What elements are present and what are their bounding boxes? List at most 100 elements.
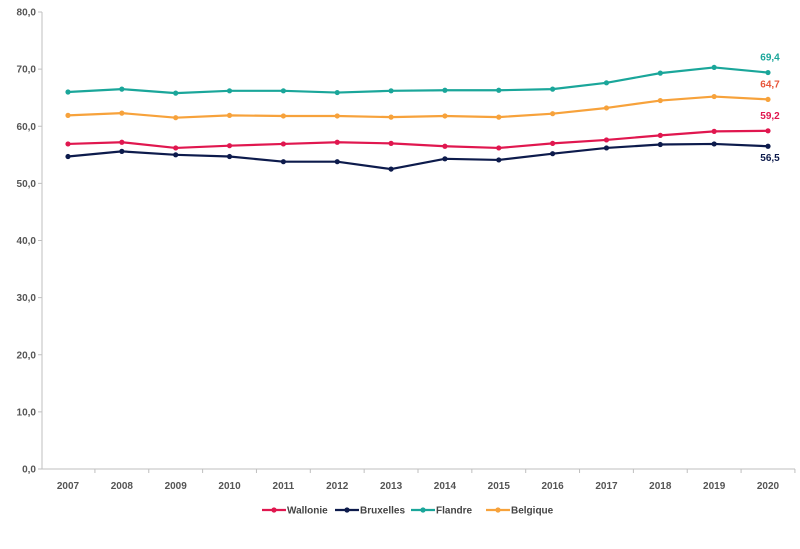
data-point-bruxelles	[496, 157, 502, 163]
y-tick-label: 30,0	[17, 293, 37, 304]
series-line-wallonie	[67, 129, 769, 150]
end-label-flandre: 69,4	[760, 53, 780, 64]
y-tick-label: 50,0	[17, 179, 37, 190]
data-point-bruxelles	[65, 153, 71, 160]
data-point-wallonie	[550, 140, 556, 146]
data-point-wallonie	[765, 128, 771, 134]
data-point-belgique	[280, 113, 286, 119]
data-point-flandre	[765, 69, 771, 76]
x-tick-label: 2014	[434, 481, 457, 492]
data-point-belgique	[388, 114, 394, 120]
x-tick-label: 2013	[380, 481, 403, 492]
data-point-belgique	[334, 113, 340, 119]
data-point-belgique	[65, 112, 71, 118]
x-tick-label: 2017	[595, 481, 618, 492]
data-point-flandre	[388, 88, 394, 94]
x-tick-label: 2020	[757, 481, 780, 492]
data-point-belgique	[442, 113, 448, 119]
legend-label-flandre: Flandre	[436, 506, 473, 517]
data-point-wallonie	[119, 139, 125, 145]
data-point-bruxelles	[711, 141, 717, 147]
x-tick-label: 2016	[541, 481, 564, 492]
x-tick-label: 2008	[111, 481, 134, 492]
data-point-flandre	[280, 88, 286, 94]
data-point-wallonie	[173, 145, 179, 151]
legend-item-bruxelles: Bruxelles	[335, 506, 405, 517]
x-tick-label: 2010	[218, 481, 241, 492]
data-point-wallonie	[65, 141, 71, 147]
end-label-belgique: 64,7	[760, 79, 780, 90]
data-point-belgique	[496, 114, 502, 120]
legend-item-wallonie: Wallonie	[262, 506, 328, 517]
y-tick-label: 20,0	[17, 350, 37, 361]
x-tick-label: 2012	[326, 481, 349, 492]
x-tick-label: 2019	[703, 481, 726, 492]
y-tick-label: 0,0	[22, 465, 36, 476]
x-tick-label: 2011	[273, 481, 295, 492]
data-point-flandre	[442, 87, 448, 93]
data-point-bruxelles	[550, 151, 556, 157]
data-point-flandre	[226, 88, 233, 94]
data-point-flandre	[65, 89, 71, 95]
data-point-belgique	[550, 111, 556, 117]
data-point-flandre	[603, 80, 610, 86]
data-point-wallonie	[442, 143, 448, 149]
legend-marker-bruxelles	[344, 507, 350, 513]
data-point-bruxelles	[226, 153, 233, 160]
legend-item-flandre: Flandre	[411, 506, 473, 517]
series-line-bruxelles	[67, 142, 769, 171]
data-point-belgique	[765, 96, 771, 103]
data-point-wallonie	[496, 145, 502, 151]
legend-label-belgique: Belgique	[511, 506, 554, 517]
data-point-bruxelles	[388, 166, 394, 172]
data-point-bruxelles	[119, 148, 125, 154]
y-tick-label: 80,0	[17, 8, 37, 19]
data-point-bruxelles	[173, 152, 179, 158]
axes: 0,0 10,0 20,0 30,0 40,0 50,0 60,0 70,0 80,0 2007 2…	[17, 8, 796, 492]
series-flandre	[65, 64, 771, 96]
data-point-belgique	[226, 112, 233, 118]
data-point-belgique	[711, 93, 717, 100]
y-tick-label: 60,0	[17, 122, 37, 133]
series-wallonie	[65, 128, 771, 151]
end-label-bruxelles: 56,5	[760, 153, 780, 164]
legend-marker-belgique	[495, 507, 501, 513]
y-tick-label: 10,0	[17, 407, 37, 418]
data-point-bruxelles	[442, 156, 448, 162]
data-point-belgique	[119, 110, 125, 116]
data-point-wallonie	[603, 137, 610, 143]
data-point-bruxelles	[765, 143, 771, 149]
end-labels: 59,2 56,5 69,4 64,7	[760, 53, 780, 165]
data-point-wallonie	[334, 139, 340, 145]
series-bruxelles	[65, 141, 771, 172]
data-point-flandre	[496, 87, 502, 93]
legend-label-bruxelles: Bruxelles	[360, 506, 405, 517]
y-tick-label: 70,0	[17, 65, 37, 76]
data-point-bruxelles	[657, 141, 663, 148]
series-line-belgique	[67, 95, 769, 119]
legend-item-belgique: Belgique	[486, 506, 554, 517]
data-point-belgique	[657, 97, 663, 104]
data-point-wallonie	[280, 141, 286, 147]
x-tick-label: 2018	[649, 481, 672, 492]
series-belgique	[65, 93, 771, 121]
data-point-bruxelles	[334, 159, 340, 165]
x-tick-label: 2009	[165, 481, 188, 492]
data-point-bruxelles	[603, 145, 610, 151]
data-point-wallonie	[711, 128, 717, 134]
x-tick-label: 2015	[488, 481, 511, 492]
data-point-flandre	[711, 64, 717, 71]
data-point-wallonie	[388, 140, 394, 146]
data-point-wallonie	[226, 143, 233, 149]
series-line-flandre	[67, 66, 769, 95]
legend: Wallonie Bruxelles Flandre Belgique	[262, 506, 554, 517]
data-point-belgique	[173, 115, 179, 121]
legend-label-wallonie: Wallonie	[287, 506, 328, 517]
end-label-wallonie: 59,2	[760, 111, 780, 122]
data-point-flandre	[657, 70, 663, 76]
data-point-flandre	[119, 86, 125, 92]
x-tick-label: 2007	[57, 481, 80, 492]
data-point-flandre	[334, 89, 340, 96]
